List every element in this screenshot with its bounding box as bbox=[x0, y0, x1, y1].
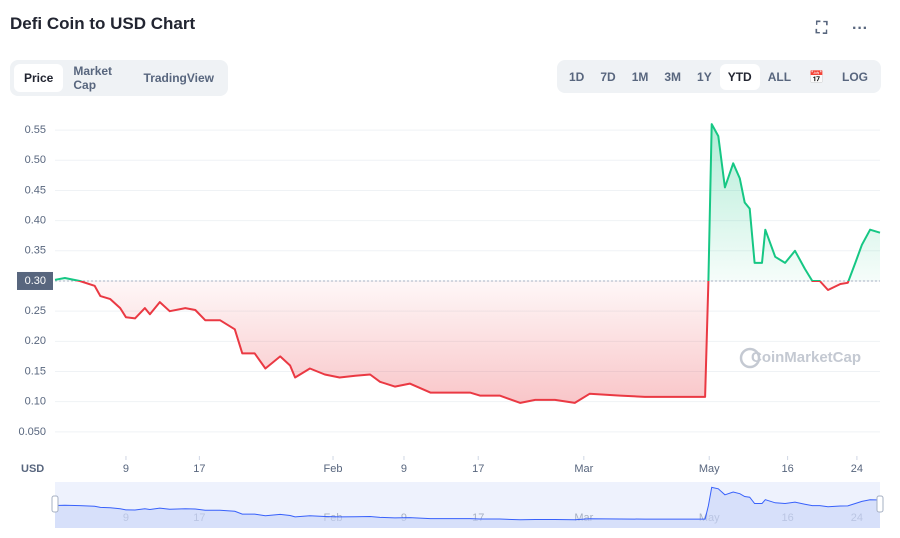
watermark: CoinMarketCap bbox=[751, 349, 861, 366]
baseline-label-box bbox=[17, 271, 53, 290]
x-tick-label: 24 bbox=[851, 463, 863, 475]
tab-group: Price Market Cap TradingView bbox=[10, 60, 228, 96]
range-button[interactable]: YTD bbox=[719, 63, 760, 90]
y-tick-label: 0.45 bbox=[25, 184, 46, 196]
navigator-area bbox=[55, 487, 880, 528]
navigator-handle[interactable] bbox=[51, 495, 59, 513]
x-tick-label: Feb bbox=[324, 463, 343, 475]
x-tick-label: 9 bbox=[401, 463, 407, 475]
x-tick-label: Mar bbox=[574, 463, 593, 475]
currency-label: USD bbox=[21, 463, 44, 475]
chart-title: Defi Coin to USD Chart bbox=[10, 14, 196, 33]
y-tick-label: 0.050 bbox=[18, 426, 46, 438]
navigator-line bbox=[54, 486, 881, 521]
x-tick-label: 17 bbox=[193, 463, 205, 475]
x-tick-label: 16 bbox=[781, 463, 793, 475]
y-tick-label: 0.25 bbox=[25, 305, 46, 317]
x-tick-label: 17 bbox=[472, 463, 484, 475]
more-icon[interactable]: ··· bbox=[852, 20, 868, 37]
price-line bbox=[54, 123, 881, 404]
y-tick-label: 0.15 bbox=[25, 365, 46, 377]
calendar-button[interactable]: 📅 bbox=[809, 69, 824, 84]
range-button[interactable]: 1Y bbox=[697, 69, 712, 84]
y-tick-label: 0.50 bbox=[25, 154, 46, 166]
area bbox=[55, 124, 880, 403]
y-tick-label: 0.30 bbox=[25, 275, 46, 287]
y-tick-label: 0.40 bbox=[25, 215, 46, 227]
x-tick-label: May bbox=[699, 463, 720, 475]
y-tick-label: 0.20 bbox=[25, 335, 46, 347]
tab[interactable]: Market Cap bbox=[73, 64, 113, 92]
x-tick-label: 9 bbox=[123, 463, 129, 475]
fullscreen-icon[interactable]: ⛶ bbox=[816, 20, 828, 37]
y-tick-label: 0.10 bbox=[25, 396, 46, 408]
y-tick-label: 0.35 bbox=[25, 245, 46, 257]
range-button[interactable]: ALL bbox=[767, 69, 792, 84]
range-button[interactable]: 3M bbox=[664, 69, 682, 84]
tab[interactable]: TradingView bbox=[143, 71, 214, 85]
log-button[interactable]: LOG bbox=[842, 69, 868, 84]
navigator-handle[interactable] bbox=[876, 495, 884, 513]
range-group: 1D 7D 1M 3M 1Y YTD ALL 📅 LOG bbox=[557, 60, 881, 93]
watermark-logo bbox=[739, 347, 761, 369]
range-button[interactable]: 1M bbox=[631, 69, 649, 84]
y-tick-label: 0.55 bbox=[25, 124, 46, 136]
range-button[interactable]: 7D bbox=[600, 69, 616, 84]
range-button[interactable]: 1D bbox=[569, 69, 585, 84]
tab[interactable]: Price bbox=[14, 64, 64, 92]
